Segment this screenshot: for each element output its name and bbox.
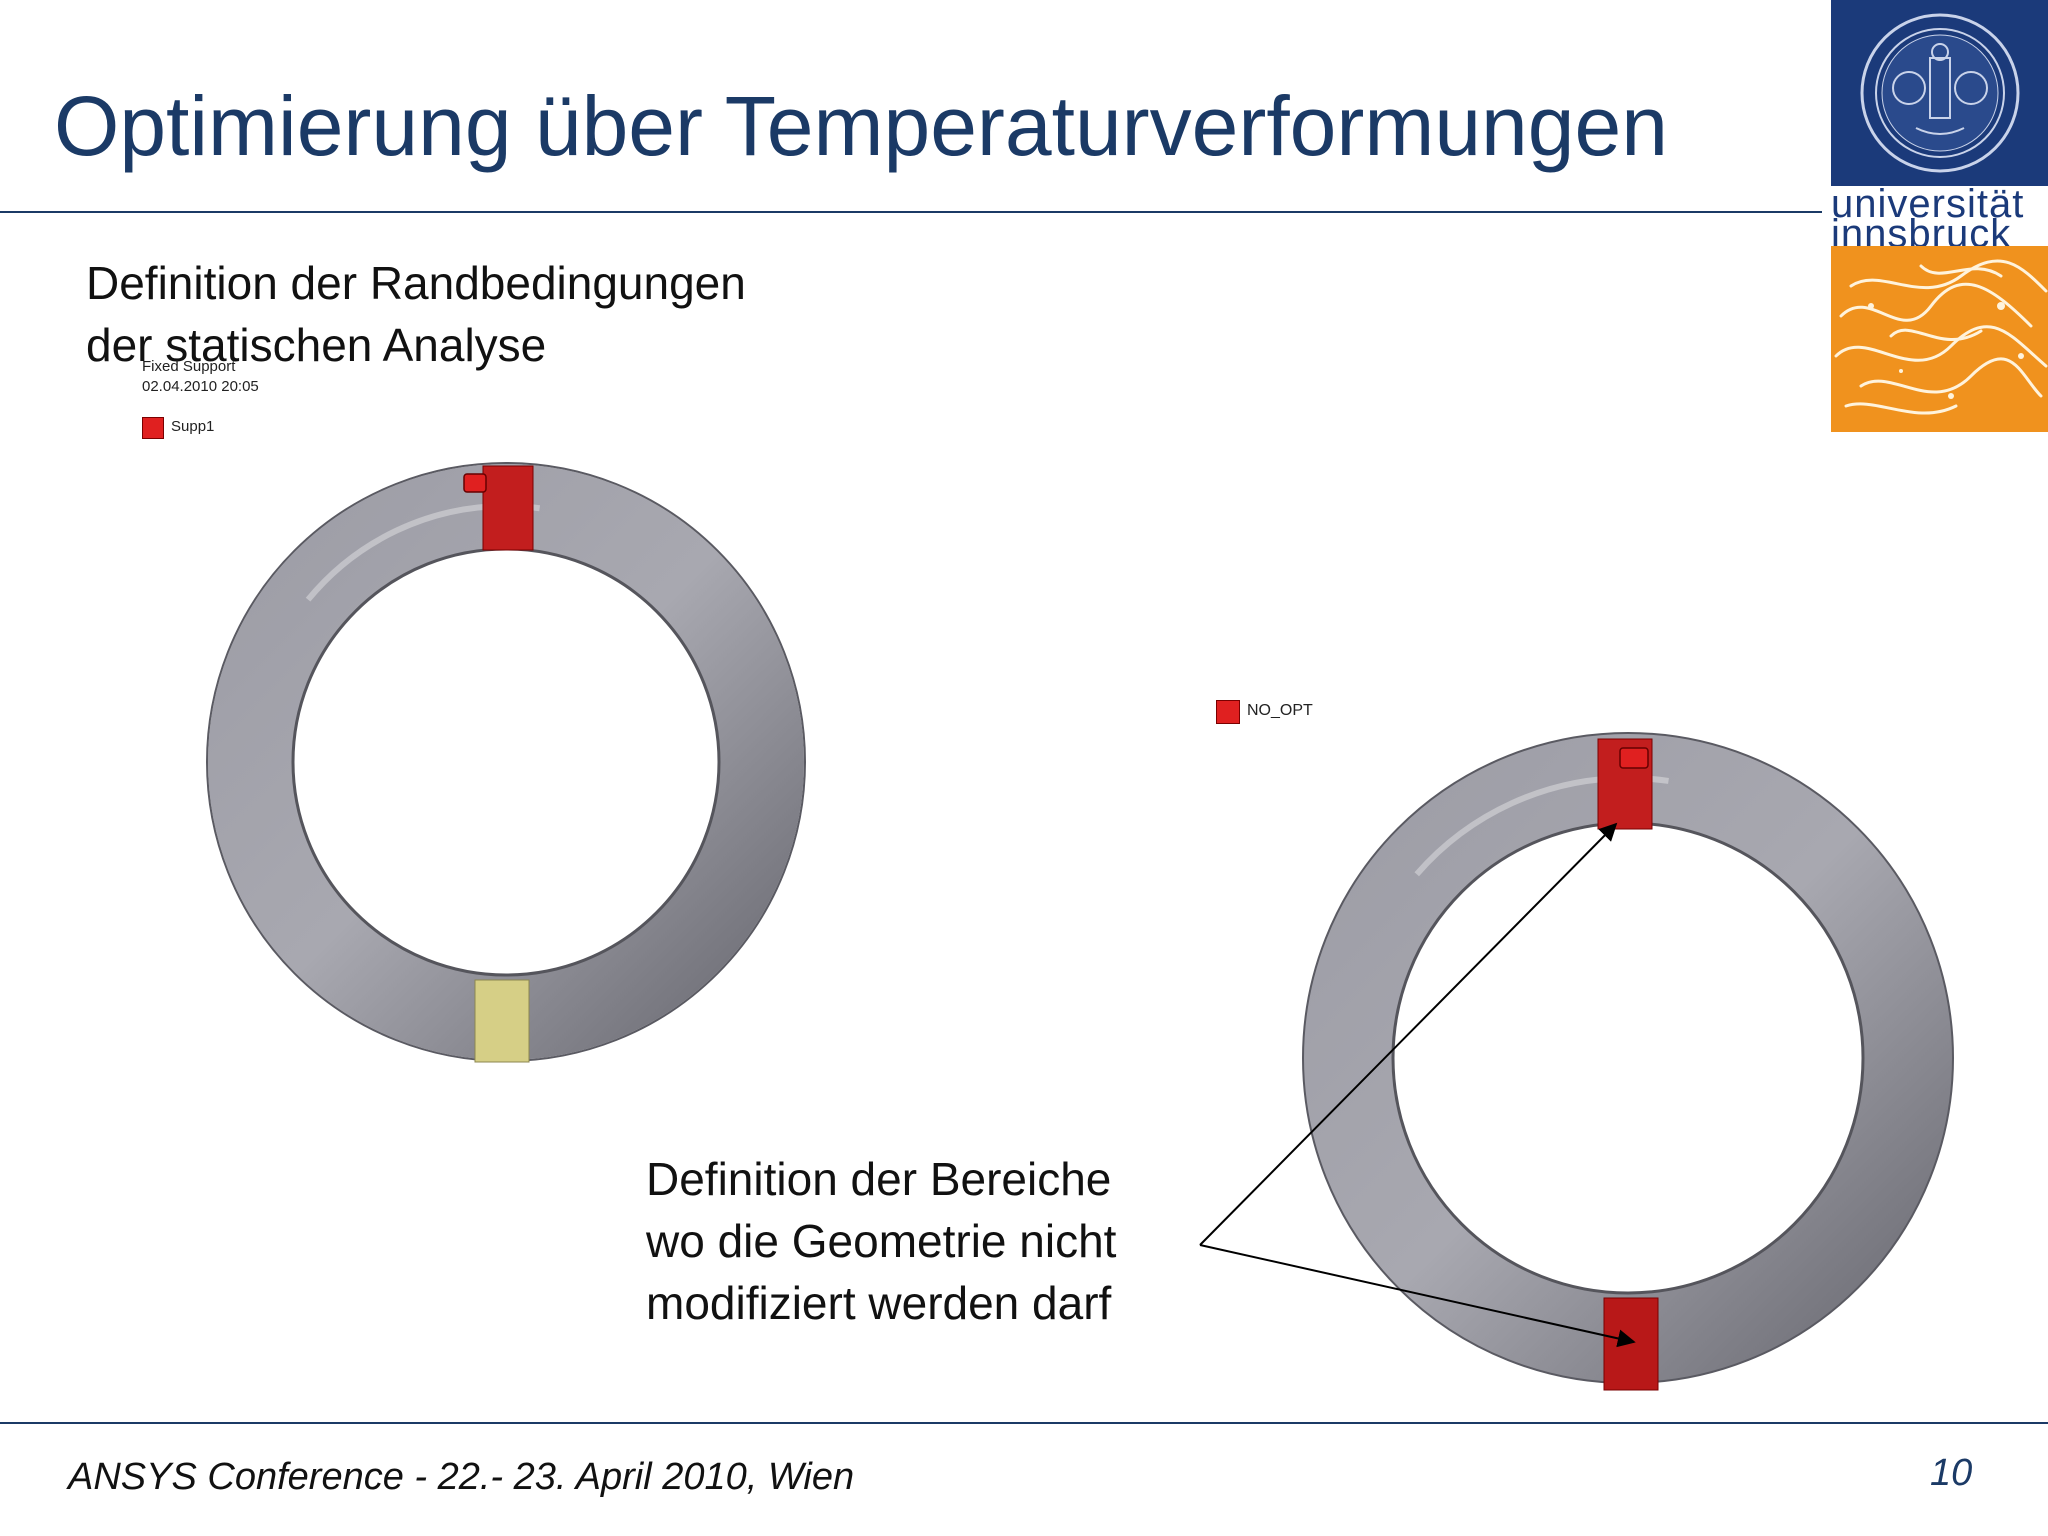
legend-label-supp1: Supp1 [171, 418, 215, 435]
legend-swatch-no-opt [1216, 700, 1240, 724]
callout-line-1: Definition der Bereiche [646, 1153, 1112, 1205]
seal-panel [1831, 0, 2048, 186]
callout-line-3: modifiziert werden darf [646, 1277, 1112, 1329]
callout-line-2: wo die Geometrie nicht [646, 1215, 1117, 1267]
squiggle-pattern-icon [1834, 259, 2048, 415]
legend-label-no-opt: NO_OPT [1247, 702, 1313, 719]
viewer-label-analysis: Fixed Support [142, 358, 236, 375]
support-marker-icon [463, 473, 487, 493]
footer-conference: ANSYS Conference - 22.- 23. April 2010, … [68, 1456, 855, 1498]
arrow-to-bottom-region [1199, 1244, 1636, 1348]
legend-swatch-supp1 [142, 417, 164, 439]
no-opt-marker-icon [1619, 747, 1649, 769]
logo-pattern [1831, 246, 2048, 432]
fixed-support-region [482, 465, 534, 551]
page-number: 10 [1930, 1452, 1973, 1494]
load-region [474, 979, 530, 1063]
callout-text: Definition der Bereiche wo die Geometrie… [646, 1148, 1116, 1334]
callout-arrows [1199, 822, 1636, 1348]
right-torus [1302, 732, 1954, 1391]
university-seal-icon [1860, 13, 2020, 173]
title-divider [0, 211, 1822, 213]
slide-title: Optimierung über Temperaturverformungen [54, 79, 1668, 173]
left-heading-line-2: der statischen Analyse [86, 319, 547, 371]
university-logo: universität innsbruck [1831, 0, 2048, 432]
viewer-label-timestamp: 02.04.2010 20:05 [142, 378, 259, 395]
footer-divider [0, 1422, 2048, 1424]
no-opt-region-bottom [1603, 1297, 1659, 1391]
left-torus [206, 462, 806, 1063]
arrow-to-top-region [1199, 822, 1618, 1246]
left-heading-line-1: Definition der Randbedingungen [86, 257, 746, 309]
logo-word-universitaet: universität [1831, 182, 2025, 226]
left-heading: Definition der Randbedingungen der stati… [86, 252, 746, 376]
